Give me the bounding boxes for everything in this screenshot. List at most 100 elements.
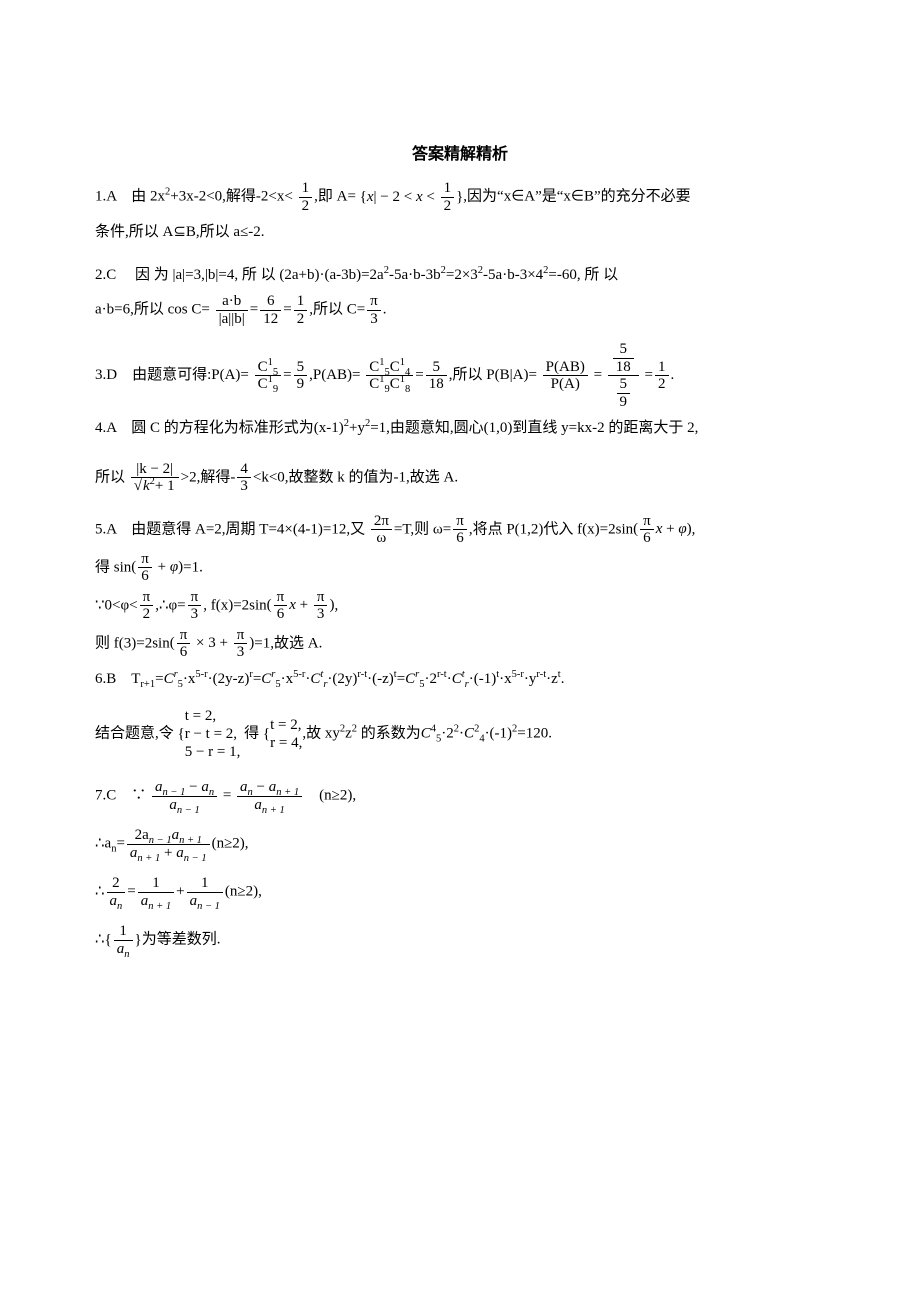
frac-num: π bbox=[367, 293, 381, 311]
q4-a: 4.A 圆 C 的方程化为标准形式为(x-1) bbox=[95, 420, 344, 436]
frac-den: 2 bbox=[294, 311, 308, 328]
q5-i: 则 f(3)=2sin bbox=[95, 635, 170, 651]
frac-num: an − 1 − an bbox=[152, 779, 217, 797]
frac-num: an − an + 1 bbox=[237, 779, 302, 797]
q6-p: 的系数为 bbox=[357, 726, 421, 742]
q7-e: ∴ bbox=[95, 884, 105, 900]
q6-s: =120. bbox=[517, 726, 552, 742]
q5-j: =1,故选 A. bbox=[254, 635, 322, 651]
answer-5-line2: 得 sin(π6 + φ)=1. bbox=[95, 551, 825, 585]
q2-c: =2×3 bbox=[446, 267, 478, 283]
frac-num: π bbox=[234, 627, 248, 645]
q7-h: 为等差数列. bbox=[142, 932, 221, 948]
q4-f: <k<0,故整数 k 的值为-1,故选 A. bbox=[253, 469, 458, 485]
answer-2: 2.C 因 为 |a|=3,|b|=4, 所 以 (2a+b)·(a-3b)=2… bbox=[95, 261, 825, 290]
q6-g: ·2 bbox=[425, 671, 438, 687]
answer-5-line3: ∵0<φ<π2,∴φ=π3, f(x)=2sin(π6x + π3), bbox=[95, 589, 825, 623]
q3-a: 3.D 由题意可得:P(A)= bbox=[95, 367, 249, 383]
q5-g: ,∴φ= bbox=[155, 597, 185, 613]
q7-b: (n≥2), bbox=[319, 788, 356, 804]
frac-den: 6 bbox=[640, 530, 654, 547]
q1-part-b: +3x-2<0,解得-2<x< bbox=[170, 189, 293, 205]
frac-num: π bbox=[453, 513, 467, 531]
frac-den: an + 1 + an − 1 bbox=[127, 845, 210, 862]
frac-den: an bbox=[107, 893, 126, 910]
frac-num: 2π bbox=[371, 513, 392, 531]
frac-num: 6 bbox=[260, 293, 281, 311]
answer-1-cont: 条件,所以 A⊆B,所以 a≤-2. bbox=[95, 218, 825, 247]
q4-e: >2,解得- bbox=[181, 469, 236, 485]
frac-num: 2 bbox=[107, 875, 126, 893]
q6-d: ·x bbox=[281, 671, 294, 687]
q1-part-a: 1.A 由 2x bbox=[95, 189, 165, 205]
frac-den: 3 bbox=[188, 606, 202, 623]
frac-num: π bbox=[140, 589, 154, 607]
frac-den: 6 bbox=[177, 644, 191, 661]
frac-den: 3 bbox=[367, 311, 381, 328]
frac-num: 4 bbox=[237, 461, 251, 479]
frac-num: 1 bbox=[299, 180, 313, 198]
frac-den: 2 bbox=[655, 376, 669, 393]
q6-f: ·(-z) bbox=[367, 671, 394, 687]
brace-line: r = 4, bbox=[270, 734, 302, 752]
frac-num: 1 bbox=[294, 293, 308, 311]
q5-c: ,将点 P(1,2)代入 f(x)=2sin bbox=[469, 521, 633, 537]
q4-d: 所以 bbox=[95, 469, 125, 485]
answer-1: 1.A 由 2x2+3x-2<0,解得-2<x< 12,即 A= {x| − 2… bbox=[95, 180, 825, 214]
q6-b: ·x bbox=[183, 671, 196, 687]
frac-den: 3 bbox=[237, 478, 251, 495]
q3-c: ,所以 P(B|A)= bbox=[449, 367, 537, 383]
frac-den: C19 bbox=[255, 376, 282, 393]
answer-6-line2: 结合题意,令 { t = 2, r − t = 2, 5 − r = 1, 得 … bbox=[95, 707, 825, 761]
answer-6: 6.B Tr+1=Cr5·x5-r·(2y-z)r=Cr5·x5-r·Ctr·(… bbox=[95, 665, 825, 694]
q6-a: 6.B T bbox=[95, 671, 140, 687]
answer-4-cont: 所以 |k − 2|√k2+ 1>2,解得-43<k<0,故整数 k 的值为-1… bbox=[95, 461, 825, 495]
frac-den: 3 bbox=[314, 606, 328, 623]
frac-den: 6 bbox=[453, 530, 467, 547]
page: 答案精解精析 1.A 由 2x2+3x-2<0,解得-2<x< 12,即 A= … bbox=[0, 0, 920, 1021]
frac-num: 1 bbox=[187, 875, 223, 893]
answer-7-line2: ∴an=2an − 1an + 1an + 1 + an − 1(n≥2), bbox=[95, 827, 825, 861]
q7-c: ∴a bbox=[95, 836, 111, 852]
answer-4: 4.A 圆 C 的方程化为标准形式为(x-1)2+y2=1,由题意知,圆心(1,… bbox=[95, 414, 825, 443]
brace-line: t = 2, bbox=[185, 707, 241, 725]
frac-num: C15C14 bbox=[366, 359, 413, 377]
frac-den: √k2+ 1 bbox=[131, 478, 179, 495]
brace-line: r − t = 2, bbox=[185, 725, 241, 743]
q6-r: ·(-1) bbox=[485, 726, 512, 742]
q6-e: ·(2y) bbox=[327, 671, 357, 687]
q5-f: ∵0<φ< bbox=[95, 597, 138, 613]
answer-7-line4: ∴{1an}为等差数列. bbox=[95, 923, 825, 957]
frac-den: 12 bbox=[260, 311, 281, 328]
q2-e: =-60, 所 以 bbox=[548, 267, 618, 283]
brace-line: 5 − r = 1, bbox=[185, 743, 241, 761]
q6-q: ·2 bbox=[441, 726, 454, 742]
frac-den: an bbox=[114, 941, 133, 958]
q6-n: ,故 xy bbox=[302, 726, 340, 742]
q7-g: ∴ bbox=[95, 932, 105, 948]
frac-den: 2 bbox=[299, 198, 313, 215]
frac-den: an − 1 bbox=[152, 797, 217, 814]
frac-den: 9 bbox=[294, 376, 308, 393]
q6-j: ·y bbox=[524, 671, 537, 687]
frac-num: π bbox=[274, 589, 288, 607]
frac-num: a·b bbox=[216, 293, 248, 311]
frac-num: π bbox=[138, 551, 152, 569]
q7-d: (n≥2), bbox=[212, 836, 249, 852]
answer-7-line3: ∴2an=1an + 1+1an − 1(n≥2), bbox=[95, 875, 825, 909]
frac-num: 1 bbox=[114, 923, 133, 941]
q6-h: ·(-1) bbox=[469, 671, 496, 687]
frac-den: 2 bbox=[441, 198, 455, 215]
frac-den: P(A) bbox=[543, 376, 588, 393]
frac-num: 1 bbox=[441, 180, 455, 198]
frac-den: an + 1 bbox=[237, 797, 302, 814]
frac-den: an − 1 bbox=[187, 893, 223, 910]
frac-den: an + 1 bbox=[138, 893, 174, 910]
frac-den: 6 bbox=[274, 606, 288, 623]
q6-c: ·(2y-z) bbox=[208, 671, 250, 687]
frac-num: π bbox=[314, 589, 328, 607]
frac-num: 518 bbox=[608, 341, 639, 376]
q5-d: 得 sin bbox=[95, 559, 131, 575]
frac-den: |a||b| bbox=[216, 311, 248, 328]
frac-num: 1 bbox=[138, 875, 174, 893]
